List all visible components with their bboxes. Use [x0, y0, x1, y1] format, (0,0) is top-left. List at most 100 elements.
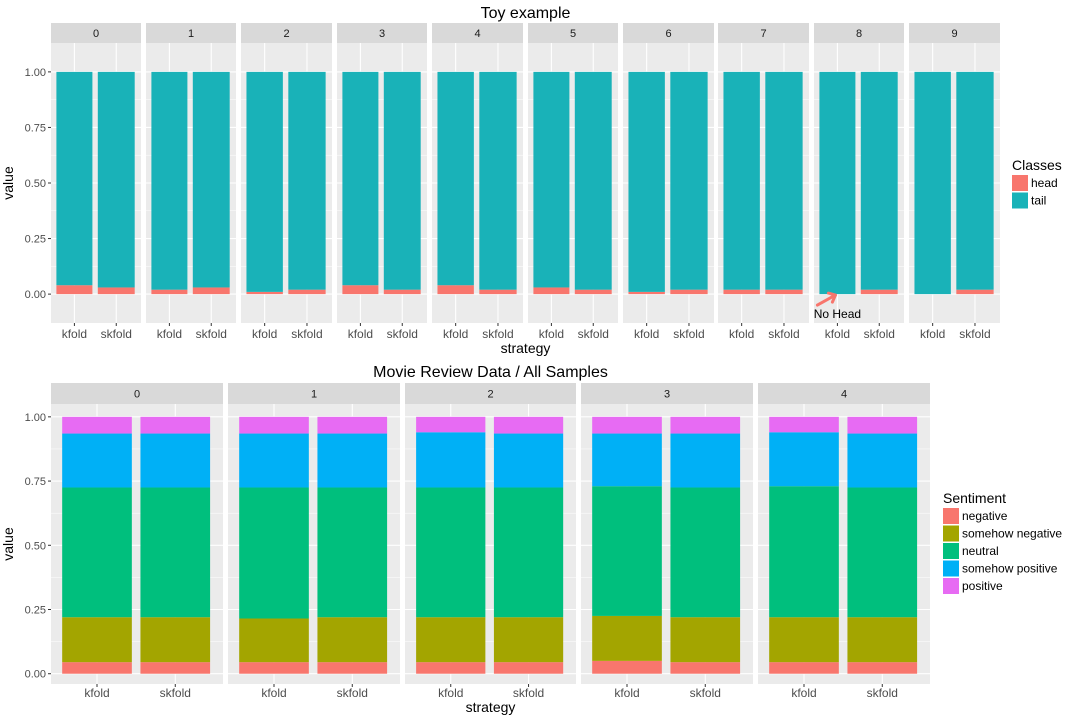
movie-x-tick-label: kfold	[791, 686, 816, 700]
toy-bar-head	[533, 287, 570, 295]
movie-x-tick-label: skfold	[160, 686, 191, 700]
movie-bar-neutral	[140, 487, 211, 618]
movie-y-tick-label: 0.25	[25, 605, 46, 617]
movie-bar-somehow-positive	[140, 433, 211, 488]
toy-bar-tail	[914, 71, 951, 295]
movie-x-axis-title: strategy	[466, 699, 516, 715]
movie-bar-somehow-positive	[62, 433, 132, 488]
movie-bar-positive	[62, 416, 132, 434]
movie-bar-somehow-negative	[670, 617, 741, 663]
movie-x-tick-label: kfold	[84, 686, 109, 700]
toy-facet-strip	[909, 23, 1000, 43]
toy-x-tick-label: kfold	[729, 327, 754, 341]
movie-y-axis-title: value	[0, 527, 16, 561]
movie-facet-strip	[581, 383, 753, 404]
movie-bar-neutral	[493, 487, 564, 618]
movie-bar-somehow-negative	[317, 617, 388, 663]
toy-bar-tail	[342, 71, 379, 286]
movie-facet-strip	[51, 383, 223, 404]
movie-bar-negative	[493, 662, 564, 674]
toy-x-tick-label: skfold	[864, 327, 895, 341]
movie-bar-somehow-positive	[769, 432, 839, 487]
movie-bar-negative	[62, 662, 132, 674]
toy-facet-label: 7	[760, 28, 766, 40]
toy-facet-strip	[432, 23, 523, 43]
movie-bar-negative	[239, 662, 309, 674]
toy-legend-key	[1012, 175, 1028, 191]
toy-bar-head	[860, 289, 898, 295]
movie-legend-label: positive	[962, 579, 1003, 593]
toy-facet-strip	[337, 23, 427, 43]
movie-legend-key	[943, 543, 959, 559]
movie-facet-label: 0	[134, 389, 140, 401]
toy-bar-tail	[192, 71, 230, 288]
toy-bar-tail	[151, 71, 188, 290]
movie-bar-somehow-negative	[493, 617, 564, 663]
toy-x-tick-label: skfold	[673, 327, 704, 341]
movie-facet-strip	[405, 383, 576, 404]
toy-bar-head	[765, 289, 803, 295]
toy-title: Toy example	[481, 5, 571, 22]
toy-x-tick-label: kfold	[252, 327, 277, 341]
movie-facet-label: 3	[664, 389, 670, 401]
movie-y-tick-label: 1.00	[25, 412, 46, 424]
movie-bar-somehow-positive	[592, 433, 662, 487]
movie-bar-neutral	[769, 486, 839, 618]
movie-bar-somehow-positive	[239, 433, 309, 488]
movie-bar-positive	[416, 416, 486, 433]
toy-bar-tail	[246, 71, 283, 292]
movie-bar-neutral	[62, 487, 132, 618]
movie-bar-somehow-negative	[769, 617, 839, 663]
toy-x-tick-label: kfold	[634, 327, 659, 341]
toy-bar-tail	[628, 71, 665, 292]
toy-y-tick-label: 0.75	[25, 122, 46, 134]
movie-bar-negative	[592, 660, 662, 674]
toy-y-tick-label: 1.00	[25, 67, 46, 79]
movie-bar-positive	[493, 416, 564, 434]
toy-bar-head	[246, 291, 283, 295]
toy-facet-label: 8	[856, 28, 862, 40]
movie-facet-label: 2	[487, 389, 493, 401]
movie-x-tick-label: skfold	[690, 686, 721, 700]
toy-legend-title: Classes	[1012, 157, 1062, 173]
toy-x-tick-label: kfold	[62, 327, 87, 341]
movie-legend-key	[943, 525, 959, 542]
toy-bar-tail	[819, 71, 856, 295]
toy-bar-tail	[765, 71, 803, 290]
movie-bar-somehow-negative	[592, 615, 662, 661]
toy-bar-head	[670, 289, 708, 295]
movie-legend-key	[943, 560, 959, 577]
toy-facet-label: 3	[379, 28, 385, 40]
movie-facet-label: 4	[841, 389, 847, 401]
toy-legend-label: tail	[1031, 194, 1046, 208]
toy-bar-head	[342, 285, 379, 295]
toy-bar-head	[192, 287, 230, 295]
movie-bar-negative	[670, 662, 741, 674]
movie-y-tick-label: 0.75	[25, 476, 46, 488]
movie-bar-negative	[317, 662, 388, 674]
movie-bar-negative	[140, 662, 211, 674]
movie-bar-somehow-positive	[493, 433, 564, 488]
toy-y-axis-title: value	[0, 166, 16, 200]
toy-facet-label: 6	[665, 28, 671, 40]
movie-bar-negative	[769, 662, 839, 674]
movie-x-tick-label: kfold	[261, 686, 286, 700]
movie-bar-positive	[592, 416, 662, 434]
movie-bar-positive	[317, 416, 388, 434]
movie-bar-somehow-positive	[847, 433, 918, 488]
toy-facet-label: 5	[570, 28, 576, 40]
movie-title: Movie Review Data / All Samples	[373, 364, 608, 381]
movie-legend-key	[943, 508, 959, 524]
toy-y-tick-label: 0.25	[25, 234, 46, 246]
toy-bar-head	[383, 289, 421, 295]
movie-legend-label: somehow positive	[962, 562, 1058, 576]
toy-x-axis-title: strategy	[501, 340, 551, 356]
toy-facet-strip	[528, 23, 618, 43]
toy-bar-tail	[288, 71, 326, 290]
movie-facet-strip	[758, 383, 930, 404]
movie-bar-positive	[769, 416, 839, 433]
movie-bar-positive	[239, 416, 309, 434]
movie-bar-neutral	[416, 487, 486, 618]
toy-y-tick-label: 0.50	[25, 178, 46, 190]
toy-bar-tail	[383, 71, 421, 290]
